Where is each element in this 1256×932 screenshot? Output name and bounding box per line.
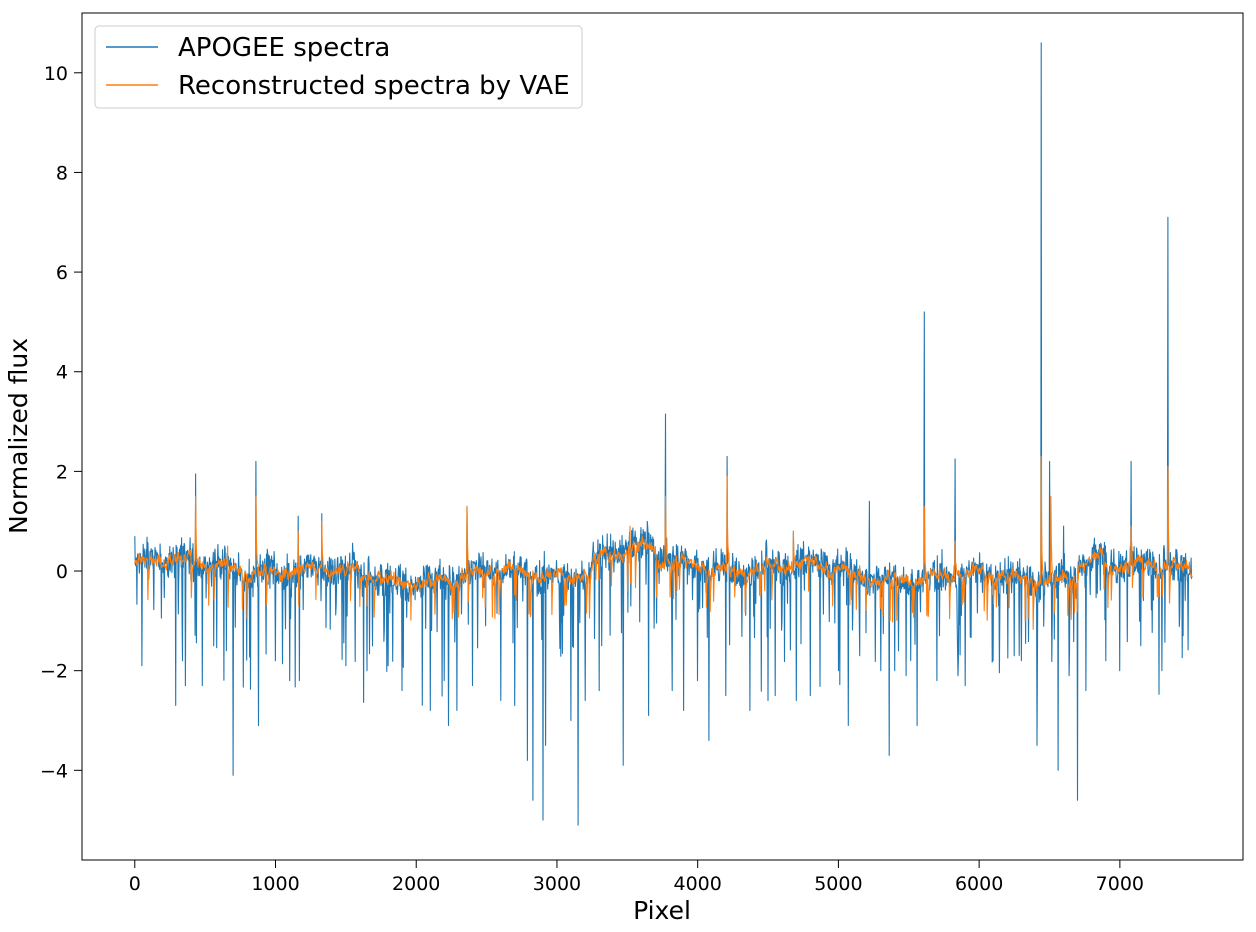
legend-box	[94, 25, 583, 109]
y-tick-label: −4	[40, 760, 68, 782]
x-tick-label: 3000	[533, 873, 581, 895]
x-axis: 0 1000 2000 3000 4000 5000 6000 7000	[129, 860, 1144, 895]
x-tick-label: 1000	[251, 873, 299, 895]
legend-label-apogee: APOGEE spectra	[178, 33, 390, 63]
series-layer	[134, 42, 1193, 826]
y-axis-title: Normalized flux	[4, 338, 33, 534]
x-tick-label: 7000	[1096, 873, 1144, 895]
y-tick-label: 8	[56, 162, 68, 184]
y-axis: −4 −2 0 2 4 6 8 10	[40, 63, 82, 782]
y-tick-label: −2	[40, 661, 68, 683]
x-tick-label: 5000	[814, 873, 862, 895]
y-tick-label: 0	[56, 561, 68, 583]
x-axis-title: Pixel	[633, 896, 691, 925]
legend-label-vae: Reconstructed spectra by VAE	[178, 71, 570, 101]
x-tick-label: 4000	[674, 873, 722, 895]
plot-frame	[81, 12, 1244, 861]
series-line-apogee	[134, 42, 1193, 826]
y-tick-label: 4	[56, 362, 68, 384]
legend: APOGEE spectra Reconstructed spectra by …	[94, 25, 583, 109]
series-line-vae	[134, 455, 1193, 630]
x-tick-label: 6000	[955, 873, 1003, 895]
x-tick-label: 0	[129, 873, 141, 895]
y-tick-label: 6	[56, 262, 68, 284]
plot-background	[82, 13, 1243, 860]
x-tick-label: 2000	[392, 873, 440, 895]
y-tick-label: 10	[44, 63, 68, 85]
y-tick-label: 2	[56, 461, 68, 483]
